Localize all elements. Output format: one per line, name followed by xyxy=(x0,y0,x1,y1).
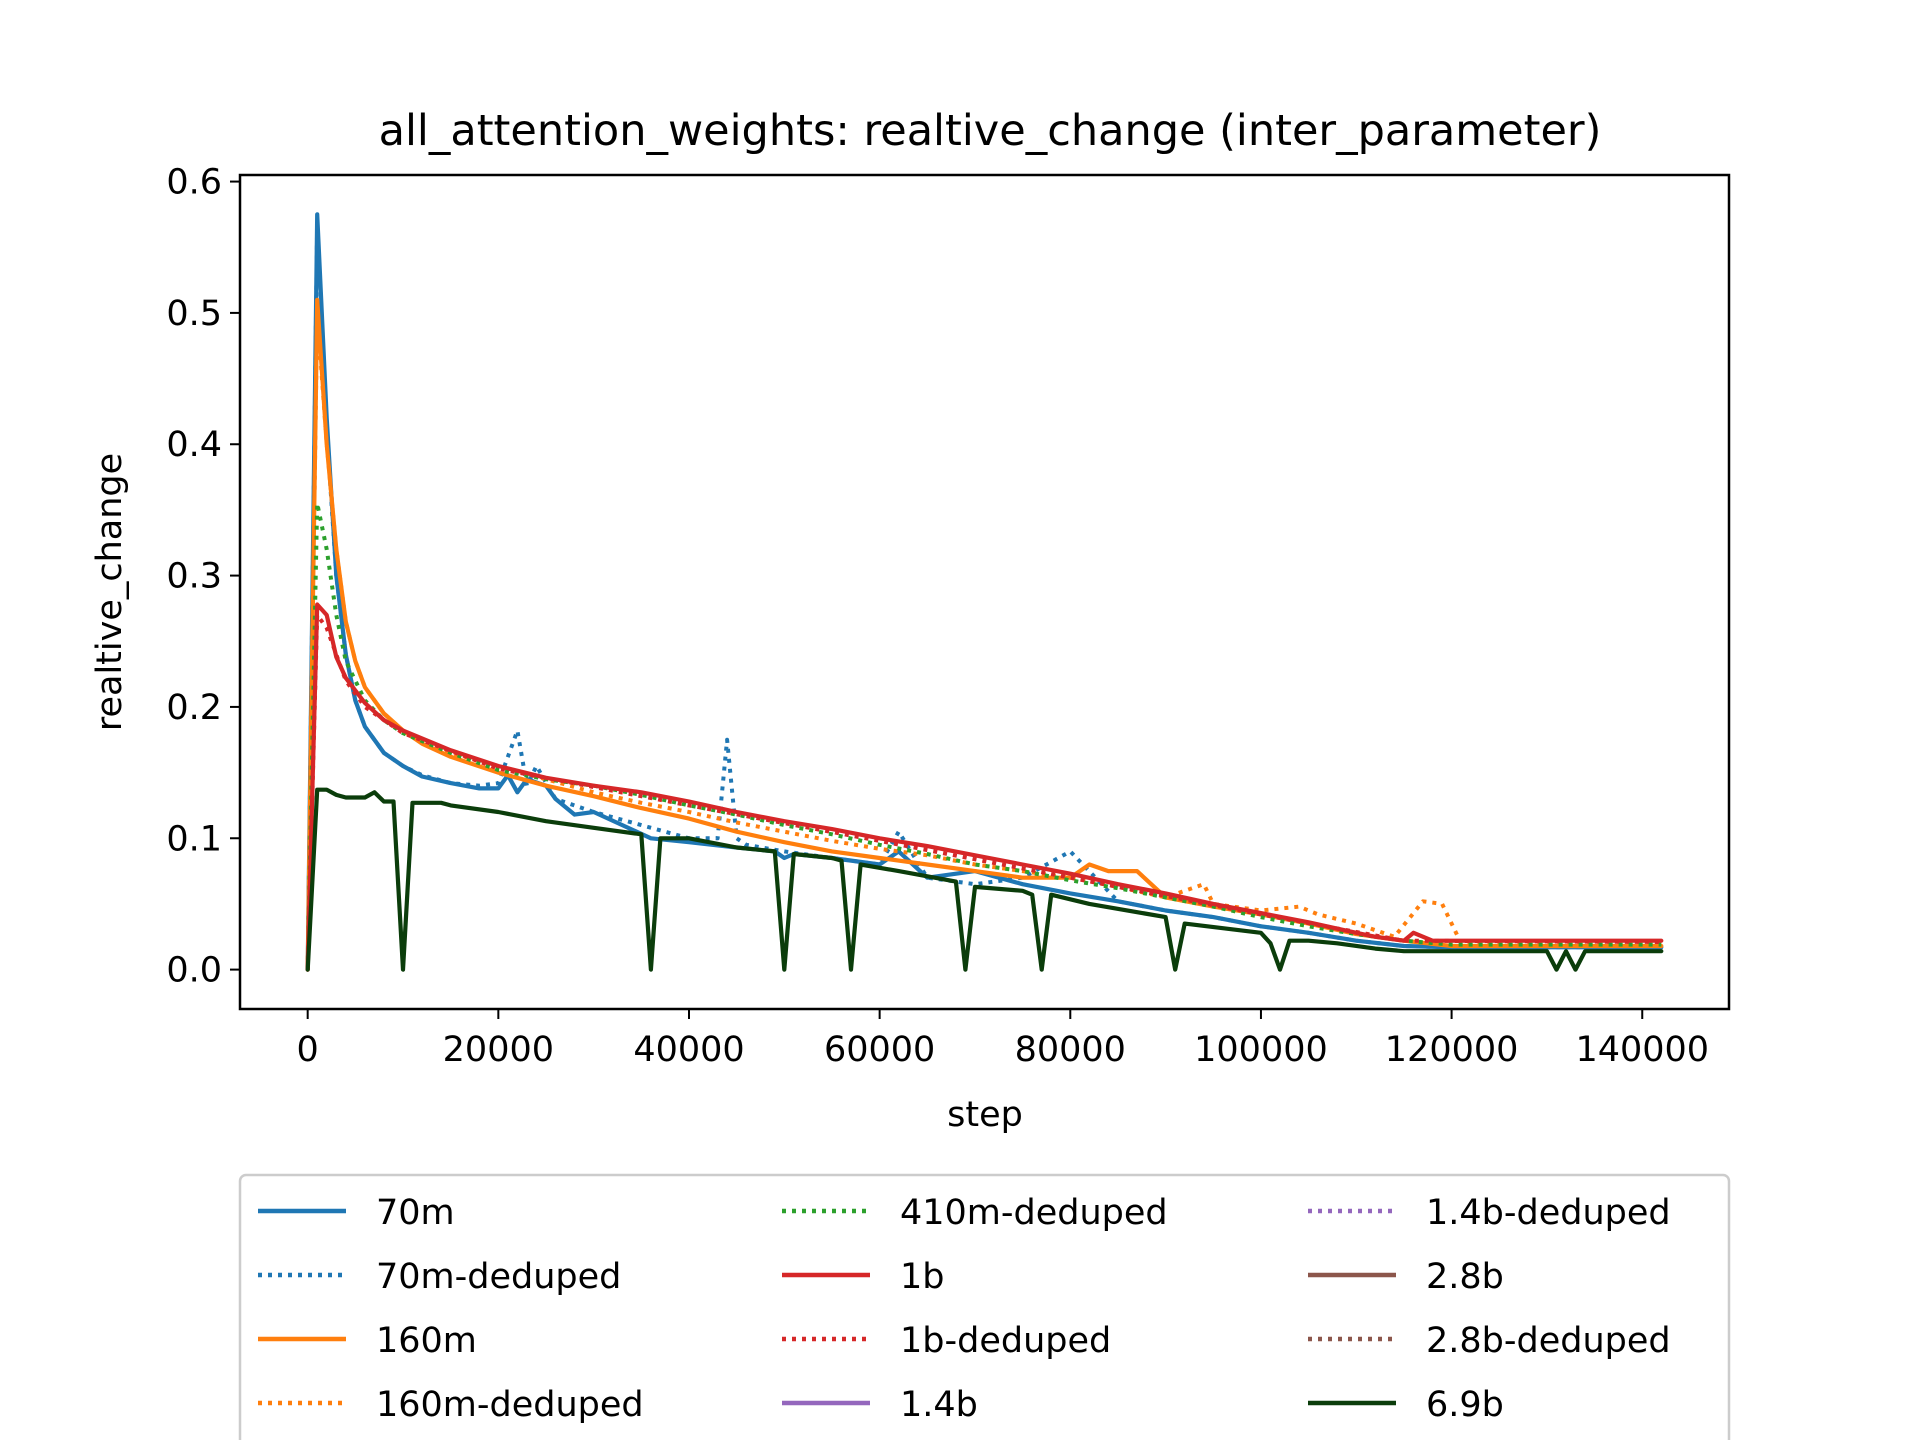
x-tick-label: 60000 xyxy=(824,1030,935,1070)
legend-label-160m: 160m xyxy=(376,1321,477,1361)
series-line-6.9b xyxy=(305,787,1664,972)
x-tick-label: 40000 xyxy=(633,1030,744,1070)
plot-area-frame xyxy=(238,173,1731,1011)
x-tick-label: 120000 xyxy=(1385,1030,1519,1070)
x-tick-label: 0 xyxy=(297,1030,319,1070)
x-tick-label: 100000 xyxy=(1194,1030,1328,1070)
legend-label-410m-deduped: 410m-deduped xyxy=(900,1193,1168,1233)
y-tick-label: 0.0 xyxy=(166,951,222,991)
series-line-1b-deduped xyxy=(305,613,1662,970)
x-tick-label: 20000 xyxy=(443,1030,554,1070)
legend-label-1.4b-deduped: 1.4b-deduped xyxy=(1426,1193,1671,1233)
y-tick-label: 0.6 xyxy=(166,163,222,203)
y-tick-label: 0.4 xyxy=(166,425,222,465)
axes-layer: 0 20000 40000 60000 80000 100000 120000 140000 0… xyxy=(166,163,1709,1070)
series-line-70m-deduped xyxy=(305,219,1662,970)
legend-label-2.8b-deduped: 2.8b-deduped xyxy=(1426,1321,1671,1361)
x-axis-label: step xyxy=(947,1095,1023,1135)
y-tick-label: 0.5 xyxy=(166,294,222,334)
legend-label-70m: 70m xyxy=(376,1193,455,1233)
legend-label-6.9b: 6.9b xyxy=(1426,1385,1504,1425)
x-tick-label: 140000 xyxy=(1575,1030,1709,1070)
series-layer xyxy=(305,212,1664,972)
y-axis-label: realtive_change xyxy=(90,453,130,731)
chart-title: all_attention_weights: realtive_change (… xyxy=(379,106,1602,156)
legend-label-2.8b: 2.8b xyxy=(1426,1257,1504,1297)
x-tick-label: 80000 xyxy=(1015,1030,1126,1070)
series-line-160m-deduped xyxy=(305,310,1662,970)
y-tick-label: 0.2 xyxy=(166,688,222,728)
legend-frame xyxy=(238,1173,1731,1440)
legend-label-1.4b: 1.4b xyxy=(900,1385,978,1425)
y-tick-label: 0.3 xyxy=(166,557,222,597)
legend: 70m 70m-deduped 160m 160m-deduped 410m-dedup… xyxy=(238,1173,1731,1440)
legend-label-1b: 1b xyxy=(900,1257,945,1297)
legend-label-160m-deduped: 160m-deduped xyxy=(376,1385,644,1425)
series-line-410m-deduped xyxy=(305,501,1662,970)
legend-label-1b-deduped: 1b-deduped xyxy=(900,1321,1111,1361)
legend-label-70m-deduped: 70m-deduped xyxy=(376,1257,621,1297)
y-tick-label: 0.1 xyxy=(166,819,222,859)
